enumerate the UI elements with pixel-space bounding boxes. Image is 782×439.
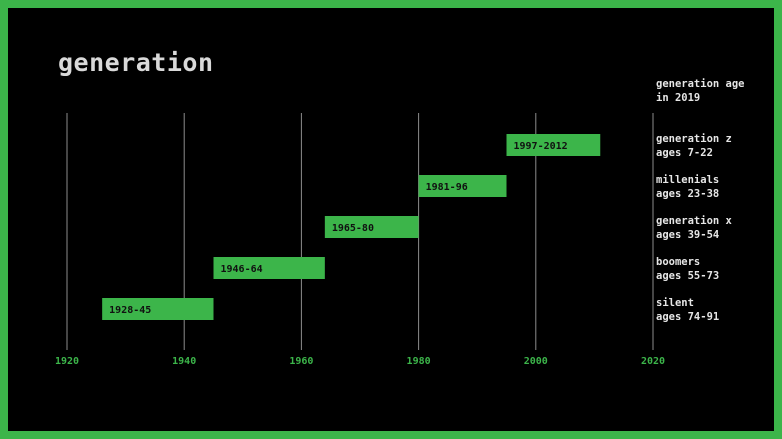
legend-generation-ages: ages 74-91 xyxy=(656,311,720,323)
x-tick-label-1960: 1960 xyxy=(289,356,313,367)
legend-generation-ages: ages 7-22 xyxy=(656,147,713,159)
legend-generation-name: silent xyxy=(656,297,694,309)
x-tick-label-2020: 2020 xyxy=(641,356,665,367)
range-bar-1997-2012 xyxy=(506,134,601,156)
legend-generation-name: boomers xyxy=(656,256,701,268)
legend-generation-ages: ages 55-73 xyxy=(656,270,720,282)
legend-generation-name: generation z xyxy=(656,133,732,145)
bar-label-1965-80: 1965-80 xyxy=(332,223,374,234)
x-tick-label-1940: 1940 xyxy=(172,356,196,367)
legend-header-line1: generation age xyxy=(656,78,745,90)
legend-header: generation age in 2019 xyxy=(656,77,745,105)
bar-label-1997-2012: 1997-2012 xyxy=(514,141,568,152)
legend-item: generation z ages 7-22 xyxy=(656,132,732,160)
legend-item: millenials ages 23-38 xyxy=(656,173,719,201)
legend-item: boomers ages 55-73 xyxy=(656,255,719,283)
bar-label-1928-45: 1928-45 xyxy=(109,305,151,316)
x-tick-label-2000: 2000 xyxy=(524,356,548,367)
legend-item: generation x ages 39-54 xyxy=(656,214,732,242)
bar-label-1981-96: 1981-96 xyxy=(426,182,468,193)
range-bar-1946-64 xyxy=(213,257,325,279)
legend-generation-name: millenials xyxy=(656,174,720,186)
legend-generation-name: generation x xyxy=(656,215,732,227)
x-tick-label-1980: 1980 xyxy=(407,356,431,367)
chart-title: generation xyxy=(58,48,214,77)
legend-item: silent ages 74-91 xyxy=(656,296,719,324)
bar-label-1946-64: 1946-64 xyxy=(221,264,263,275)
range-bar-1928-45 xyxy=(102,298,214,320)
legend-header-line2: in 2019 xyxy=(656,92,701,104)
legend-generation-ages: ages 39-54 xyxy=(656,229,720,241)
range-bar-1981-96 xyxy=(418,175,507,197)
range-bar-1965-80 xyxy=(324,216,419,238)
x-tick-label-1920: 1920 xyxy=(55,356,79,367)
legend-generation-ages: ages 23-38 xyxy=(656,188,720,200)
